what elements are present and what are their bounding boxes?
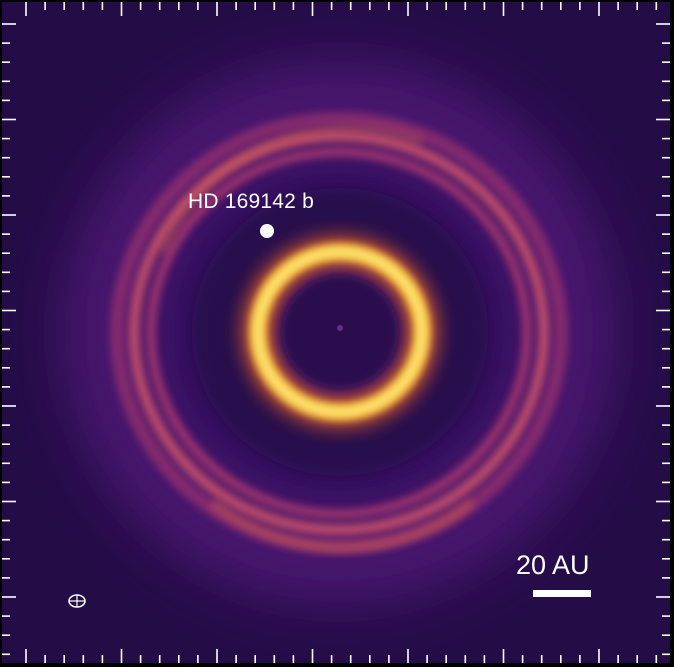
planet-marker-icon	[260, 224, 274, 238]
outer-ring-bright-arc	[157, 123, 424, 254]
planet-label: HD 169142 b	[188, 190, 314, 213]
outer-ring-inner-band	[146, 147, 532, 519]
beam-ellipse-icon	[68, 594, 86, 608]
disk-gap	[192, 188, 488, 476]
central-star	[337, 325, 343, 331]
outer-disk-halo	[64, 62, 614, 602]
outer-ring-bright-arc-south	[208, 498, 476, 553]
scale-bar	[533, 590, 591, 597]
inner-ring-core	[254, 248, 426, 416]
outer-ring-middle-band	[128, 130, 550, 536]
inner-cavity	[282, 276, 398, 388]
scale-bar-label: 20 AU	[516, 550, 590, 580]
